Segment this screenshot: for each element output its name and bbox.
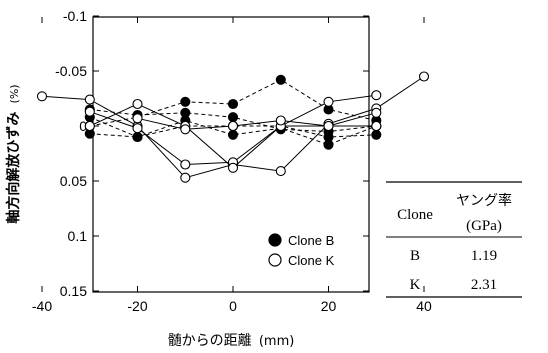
plot-area [92, 16, 370, 293]
plot-frame [92, 16, 370, 293]
table-header-clone: Clone [397, 207, 433, 223]
clone-k-point [84, 120, 95, 132]
legend-marker-clone-k [268, 253, 282, 267]
table-cell-value-k: 2.31 [471, 277, 497, 293]
clone-b-point [180, 96, 191, 107]
x-axis: -40 -20 0 20 40 [32, 17, 432, 314]
clone-k-point [227, 162, 239, 173]
y-axis-title-text: 軸方向解放ひずみ [5, 112, 22, 224]
x-axis-title-text: 髄からの距離 [168, 332, 252, 349]
clone-k-point [371, 90, 382, 101]
legend-label-clone-b: Clone B [288, 233, 334, 248]
y-tick-label: 0 [79, 118, 87, 134]
x-tick-label: 40 [416, 298, 432, 314]
x-tick-label: 0 [229, 298, 237, 314]
legend-marker-clone-b [268, 233, 282, 247]
clone-k-point [180, 172, 191, 183]
clone-b-point [227, 112, 239, 123]
x-axis-title: 髄からの距離 (mm) [168, 332, 295, 349]
table-cell-clone-k: K [410, 277, 421, 293]
clone-b-point [180, 107, 191, 118]
clone-k-point [180, 124, 191, 135]
clone-k-point [418, 71, 430, 82]
y-tick-label: 0.05 [60, 173, 87, 189]
clone-k-point [371, 120, 382, 132]
clone-b-point [275, 74, 286, 85]
youngs-modulus-table: Clone ヤング率 (GPa) B 1.19 K 2.31 [386, 181, 522, 298]
clone-k-point [132, 98, 143, 110]
clone-b-point [227, 98, 239, 110]
legend-label-clone-k: Clone K [288, 253, 335, 268]
clone-k-point [36, 91, 48, 102]
table-cell-value-b: 1.19 [471, 248, 497, 264]
clone-k-point [323, 96, 334, 107]
y-axis-title: 軸方向解放ひずみ (%) [5, 84, 22, 223]
y-axis: -0.1 -0.05 0 0.05 0.1 0.15 [55, 8, 369, 299]
clone-k-point [180, 159, 191, 170]
y-tick-label: -0.1 [63, 8, 87, 24]
clone-k-point [371, 107, 382, 118]
svg-text:軸方向解放ひずみ (%): 軸方向解放ひずみ (%) [5, 84, 22, 223]
y-axis-unit: (%) [8, 84, 21, 103]
table-header-unit: (GPa) [466, 218, 502, 234]
table-header-youngs-modulus: ヤング率 [456, 192, 512, 209]
clone-k-point [132, 123, 143, 134]
table-cell-clone-b: B [410, 248, 420, 264]
legend: Clone B Clone K [268, 233, 335, 268]
x-tick-label: -20 [127, 298, 147, 314]
clone-b-point [227, 129, 239, 140]
clone-k-point [275, 115, 286, 126]
clone-k-point [323, 120, 334, 132]
series-points [36, 71, 430, 183]
clone-b-point [371, 129, 382, 140]
y-tick-label: 0.15 [60, 283, 87, 299]
x-tick-label: -40 [32, 298, 52, 314]
clone-k-point [132, 113, 143, 124]
clone-k-point [84, 106, 95, 117]
clone-k-point [275, 166, 286, 177]
clone-k-point [227, 120, 239, 132]
clone-k-line [137, 117, 377, 130]
x-tick-label: 20 [321, 298, 337, 314]
y-tick-label: -0.05 [55, 63, 87, 79]
x-axis-unit: (mm) [259, 334, 294, 349]
clone-k-point [84, 94, 95, 105]
y-tick-label: 0.1 [68, 228, 88, 244]
clone-b-point [132, 131, 143, 143]
